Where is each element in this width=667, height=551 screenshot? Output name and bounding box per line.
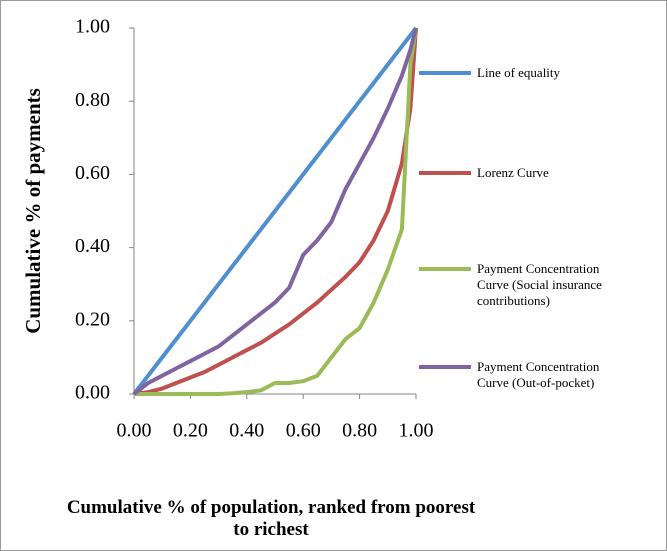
x-tick-label: 0.00 — [117, 420, 152, 442]
x-tick-label: 0.60 — [286, 420, 321, 442]
y-tick-label: 0.20 — [75, 308, 110, 330]
y-tick-label: 0.40 — [75, 235, 110, 257]
series-line — [134, 27, 418, 396]
x-tick-label: 0.80 — [342, 420, 377, 442]
legend-label: Line of equality — [477, 65, 561, 80]
y-axis-label: Cumulative % of payments — [21, 88, 45, 334]
x-tick-label: 1.00 — [399, 420, 434, 442]
y-tick-label: 0.00 — [75, 382, 110, 404]
series-line — [132, 26, 418, 396]
legend-label: Lorenz Curve — [477, 165, 549, 180]
series-line — [132, 27, 418, 396]
x-axis-label: Cumulative % of population, ranked from … — [66, 497, 476, 540]
legend-label: Payment Concentration Curve (Social insu… — [477, 261, 602, 308]
x-tick-label: 0.40 — [229, 420, 264, 442]
y-tick-label: 0.80 — [75, 89, 110, 111]
y-tick-label: 1.00 — [75, 16, 110, 38]
x-tick-label: 0.20 — [173, 420, 208, 442]
legend-label: Payment Concentration Curve (Out-of-pock… — [477, 359, 600, 390]
series-line — [133, 27, 418, 396]
y-tick-label: 0.60 — [75, 162, 110, 184]
